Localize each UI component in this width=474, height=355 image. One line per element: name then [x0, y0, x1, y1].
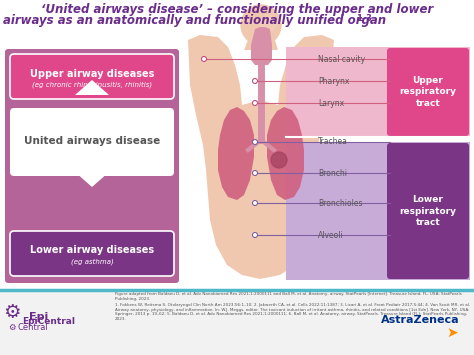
Text: ➤: ➤: [446, 326, 458, 340]
FancyBboxPatch shape: [387, 48, 469, 136]
FancyBboxPatch shape: [286, 47, 470, 137]
Circle shape: [253, 170, 257, 175]
Circle shape: [253, 140, 257, 144]
Text: Central: Central: [17, 322, 48, 332]
Text: (eg asthma): (eg asthma): [71, 259, 113, 265]
FancyBboxPatch shape: [387, 143, 469, 279]
Circle shape: [253, 100, 257, 105]
Polygon shape: [251, 27, 272, 65]
Text: Alveoli: Alveoli: [318, 230, 344, 240]
Circle shape: [253, 78, 257, 83]
Text: Bronchi: Bronchi: [318, 169, 347, 178]
Text: ⚙: ⚙: [3, 304, 21, 322]
Circle shape: [253, 233, 257, 237]
Text: AstraZeneca: AstraZeneca: [381, 315, 459, 325]
Text: Lower airway diseases: Lower airway diseases: [30, 245, 154, 255]
Polygon shape: [267, 107, 304, 200]
FancyBboxPatch shape: [0, 290, 474, 355]
Text: 1. Fokkens W, Reitsma S. Otolaryngol Clin North Am 2023;56:1–10; 2. Jakwerth CA,: 1. Fokkens W, Reitsma S. Otolaryngol Cli…: [115, 303, 470, 321]
Circle shape: [201, 56, 207, 61]
Text: Figure adapted from Baldaeu D, et al. Adv Nanobiomed Res 2021;1:2000111 and Ball: Figure adapted from Baldaeu D, et al. Ad…: [115, 292, 462, 301]
Text: Epi: Epi: [29, 312, 48, 322]
Text: EpiCentral: EpiCentral: [22, 317, 75, 327]
Text: Nasal cavity: Nasal cavity: [318, 55, 365, 64]
Text: United airways disease: United airways disease: [24, 136, 160, 146]
FancyBboxPatch shape: [286, 142, 470, 280]
FancyBboxPatch shape: [10, 108, 174, 176]
Circle shape: [253, 201, 257, 206]
Text: Larynx: Larynx: [318, 98, 344, 108]
Text: 1–3: 1–3: [356, 14, 372, 23]
Polygon shape: [244, 40, 278, 50]
Polygon shape: [188, 35, 334, 279]
FancyBboxPatch shape: [10, 231, 174, 276]
Text: ‘United airways disease’ – considering the upper and lower: ‘United airways disease’ – considering t…: [41, 3, 433, 16]
FancyBboxPatch shape: [10, 54, 174, 99]
Circle shape: [260, 15, 276, 31]
Polygon shape: [218, 107, 254, 200]
Text: Bronchioles: Bronchioles: [318, 198, 363, 208]
Circle shape: [241, 5, 281, 45]
Polygon shape: [75, 172, 109, 187]
Text: Pharynx: Pharynx: [318, 76, 349, 86]
Text: Upper
respiratory
tract: Upper respiratory tract: [400, 76, 456, 108]
FancyBboxPatch shape: [5, 49, 179, 283]
Circle shape: [271, 152, 287, 168]
Text: Upper airway diseases: Upper airway diseases: [30, 69, 154, 79]
Text: ⚙: ⚙: [8, 322, 16, 332]
Text: (eg chronic rhinosinusitis, rhinitis): (eg chronic rhinosinusitis, rhinitis): [32, 82, 152, 88]
Text: Lower
respiratory
tract: Lower respiratory tract: [400, 195, 456, 227]
Text: Trachea: Trachea: [318, 137, 348, 147]
Text: airways as an anatomically and functionally unified organ: airways as an anatomically and functiona…: [3, 14, 387, 27]
Polygon shape: [75, 80, 109, 95]
